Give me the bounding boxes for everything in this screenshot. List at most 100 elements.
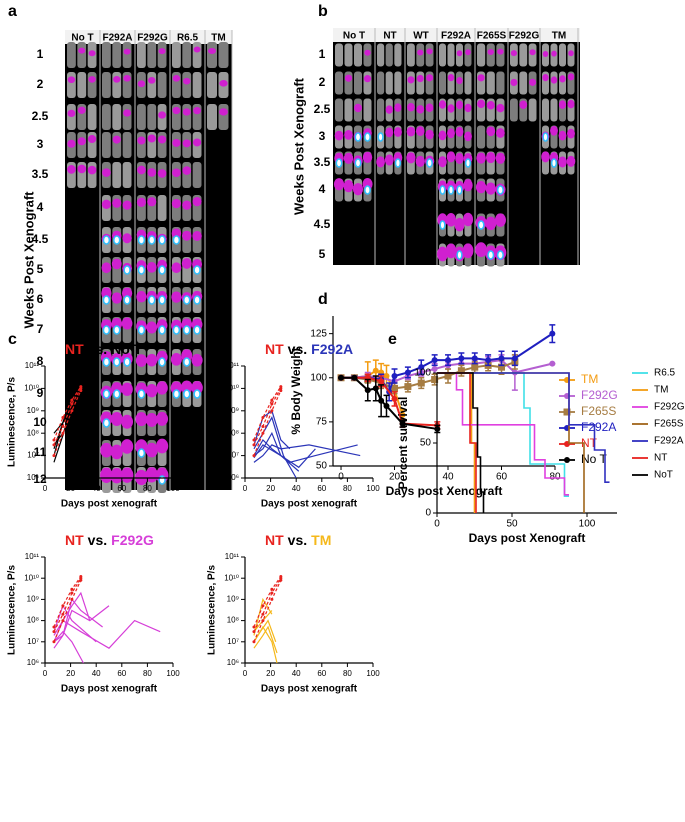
- mouse-image: [439, 71, 446, 95]
- signal-blob: [364, 49, 371, 56]
- data-point: [372, 385, 379, 392]
- signal-blob: [416, 74, 424, 83]
- y-tick-label: 10⁹: [227, 406, 239, 415]
- data-point: [378, 397, 385, 404]
- signal-blob: [376, 156, 385, 168]
- mouse-image: [157, 42, 167, 68]
- data-point: [549, 360, 556, 367]
- signal-blob: [541, 151, 550, 163]
- y-tick-label: 10⁸: [227, 428, 239, 437]
- signal-blob: [181, 258, 192, 269]
- title-group: No T: [111, 341, 143, 357]
- signal-blob: [486, 101, 495, 110]
- signal-blob: [77, 106, 86, 114]
- mouse-image: [137, 132, 146, 158]
- trace-point: [79, 385, 83, 389]
- signal-blob: [456, 50, 463, 57]
- signal-core: [183, 325, 191, 335]
- y-axis-title: Luminescence, P/s: [207, 565, 218, 655]
- signal-blob: [120, 439, 134, 454]
- title-group: TM: [311, 532, 331, 548]
- signal-blob: [567, 99, 575, 109]
- trace-point: [279, 578, 283, 582]
- trace-point: [252, 438, 256, 442]
- mouse-image: [182, 162, 192, 188]
- y-tick-label: 10⁶: [227, 658, 239, 667]
- signal-blob: [182, 108, 191, 116]
- signal-blob: [88, 76, 96, 83]
- mouse-image: [559, 71, 566, 95]
- trace-point: [79, 389, 83, 393]
- signal-blob: [475, 181, 487, 194]
- signal-blob: [145, 412, 158, 427]
- trace-point: [252, 640, 256, 644]
- x-tick-label: 20: [266, 669, 275, 678]
- trace-line: [53, 619, 161, 649]
- signal-blob: [496, 103, 505, 113]
- signal-core: [158, 235, 166, 245]
- signal-blob: [182, 230, 192, 241]
- signal-blob: [456, 76, 463, 85]
- signal-blob: [542, 74, 549, 82]
- signal-blob: [485, 216, 497, 231]
- signal-blob: [558, 100, 567, 109]
- signal-blob: [146, 262, 157, 273]
- data-point: [391, 373, 398, 379]
- signal-blob: [425, 129, 434, 140]
- signal-blob: [485, 152, 496, 164]
- legend-label: NT: [654, 453, 667, 464]
- signal-blob: [155, 438, 169, 454]
- row-label: 5: [37, 262, 44, 276]
- signal-core: [487, 250, 495, 260]
- chart-title: NT vs. TM: [265, 532, 331, 548]
- signal-blob: [519, 100, 528, 110]
- trace-point: [61, 424, 65, 428]
- signal-core: [137, 265, 146, 275]
- mouse-image: [363, 71, 372, 95]
- signal-blob: [447, 74, 455, 82]
- signal-blob: [393, 127, 402, 137]
- signal-blob: [487, 49, 495, 56]
- signal-core: [193, 295, 201, 305]
- x-tick-label: 40: [292, 484, 301, 493]
- mouse-image: [550, 98, 558, 122]
- row-label: 3: [37, 137, 44, 151]
- signal-blob: [158, 111, 167, 119]
- trace-point: [61, 416, 65, 420]
- signal-blob: [465, 49, 471, 56]
- mouse-image: [385, 71, 393, 95]
- row-label: 2: [37, 77, 44, 91]
- data-point: [549, 330, 556, 337]
- title-joiner: vs.: [288, 341, 307, 357]
- data-point: [511, 355, 518, 362]
- mouse-image: [182, 72, 192, 98]
- signal-core: [137, 389, 146, 399]
- legend-label: No T: [581, 452, 607, 466]
- trace-point: [261, 416, 265, 420]
- row-label: 5: [319, 247, 326, 261]
- signal-blob: [192, 196, 202, 207]
- trace-point: [261, 619, 265, 623]
- x-axis-title: Days post xenograft: [261, 684, 358, 695]
- row-label: 6: [37, 292, 44, 306]
- trace-line: [253, 577, 282, 632]
- mouse-image: [122, 132, 132, 158]
- trace-line: [53, 394, 73, 456]
- y-tick-label: 10⁷: [27, 451, 39, 460]
- signal-blob: [172, 106, 181, 115]
- trace-point: [270, 597, 274, 601]
- mouse-image: [464, 71, 472, 95]
- signal-core: [123, 357, 131, 367]
- mouse-image: [87, 72, 97, 98]
- x-tick-label: 20: [389, 472, 401, 483]
- mouse-image: [218, 104, 229, 130]
- signal-blob: [111, 292, 122, 304]
- data-point: [351, 374, 358, 381]
- data-point: [404, 383, 412, 391]
- mouse-image: [77, 72, 87, 98]
- signal-blob: [193, 106, 202, 115]
- signal-blob: [475, 242, 487, 258]
- trace-point: [52, 630, 56, 634]
- mouse-image: [87, 104, 97, 130]
- signal-core: [113, 235, 121, 245]
